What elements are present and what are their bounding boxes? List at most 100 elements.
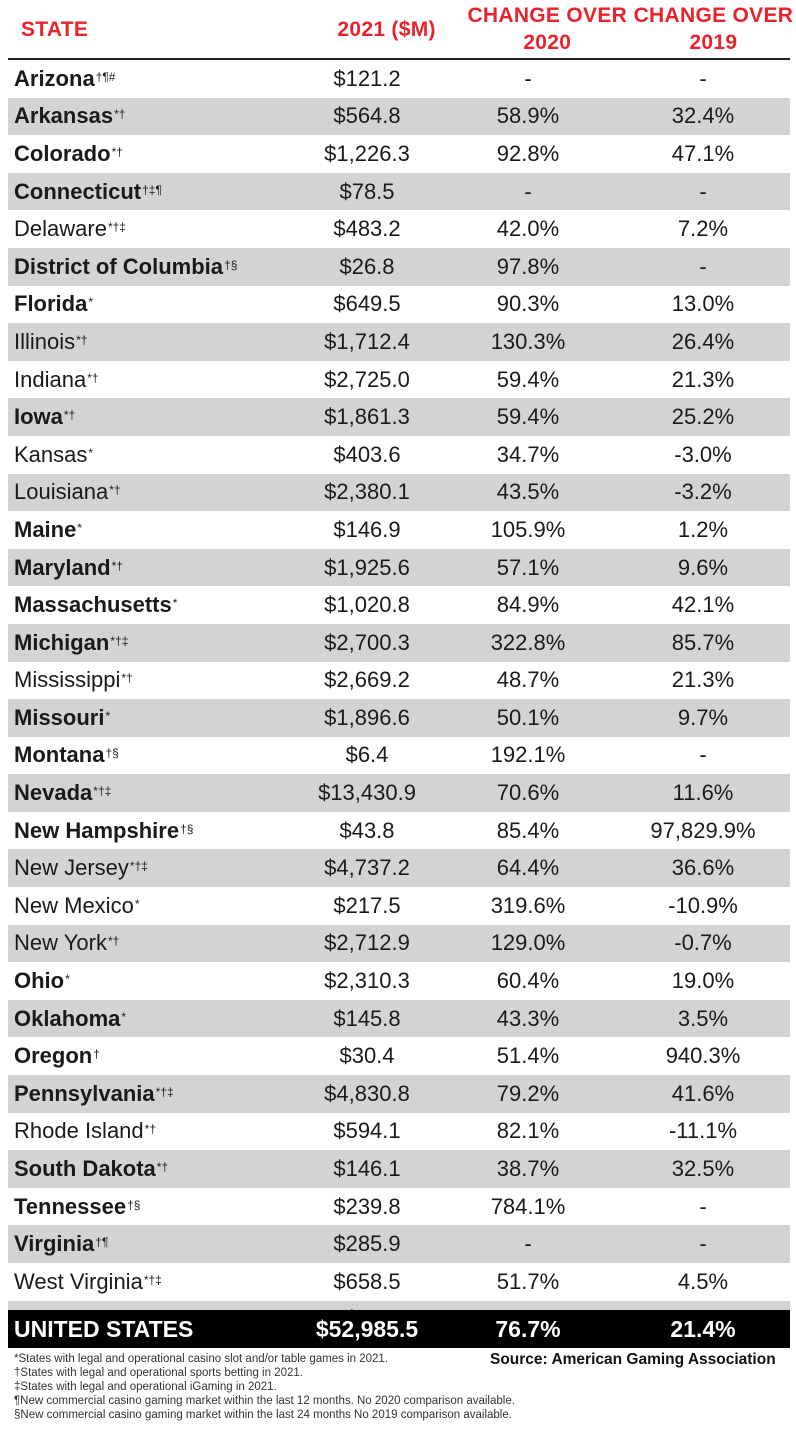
footnote-marks: * [88, 445, 94, 460]
change-over-2020: 129.0% [490, 930, 566, 956]
change-over-2019: 11.6% [672, 780, 734, 806]
footnote-marks: *†‡ [155, 1084, 174, 1099]
change-over-2019: 7.2% [677, 216, 729, 242]
footnote: ¶New commercial casino gaming market wit… [14, 1395, 515, 1407]
revenue-2021: $2,725.0 [324, 366, 410, 392]
state-name: New Jersey *†‡ [8, 855, 298, 881]
change-over-2020: 84.9% [496, 592, 560, 618]
state-label: Mississippi [14, 667, 121, 693]
change-over-2020: 90.3% [496, 291, 560, 317]
state-label: Montana [14, 742, 105, 768]
revenue-2021: $649.5 [333, 291, 401, 317]
change-over-2019: - [699, 1193, 707, 1219]
footnote-marks: * [172, 596, 178, 611]
state-label: Iowa [14, 404, 63, 430]
state-name: New Hampshire †§ [8, 818, 298, 844]
change-over-2019: -0.7% [674, 930, 732, 956]
table-body: Arizona †¶# $121.2- - Arkansas *† $564.8 58.9% 3… [8, 60, 790, 1339]
state-label: Virginia [14, 1231, 95, 1257]
footnote: †States with legal and operational sport… [14, 1367, 303, 1379]
change-over-2019: 21.3% [671, 667, 735, 693]
change-over-2020: - [524, 178, 532, 204]
revenue-2021: $1,925.6 [324, 554, 410, 580]
state-label: Nevada [14, 780, 93, 806]
table-row: Maine * $146.9 105.9% 1.2% [8, 511, 790, 549]
change-over-2020: - [524, 65, 532, 91]
state-name: Florida * [8, 291, 298, 317]
revenue-2021: $43.8 [339, 817, 395, 843]
change-over-2019: 36.6% [671, 855, 735, 881]
state-name: Kansas * [8, 442, 298, 468]
state-label: Delaware [14, 216, 107, 242]
state-label: Rhode Island [14, 1118, 144, 1144]
footnote-marks: †§ [127, 1197, 141, 1212]
state-name: Louisiana *† [8, 479, 298, 505]
state-name: Ohio * [8, 968, 298, 994]
change-over-2020: 105.9% [490, 516, 566, 542]
header-2021-value: 2021 ($M) [337, 17, 436, 41]
header-change-2020: CHANGE OVER 2020 [467, 4, 628, 54]
change-over-2020: 58.9% [496, 103, 560, 129]
change-over-2019: 32.5% [671, 1156, 735, 1182]
total-row: UNITED STATES $52,985.5 76.7% 21.4% [8, 1310, 790, 1348]
table-row: West Virginia *†‡ $658.5 51.7% 4.5% [8, 1263, 790, 1301]
footnote-marks: *† [109, 483, 121, 498]
revenue-2021: $78.5 [339, 178, 395, 204]
state-label: Oregon [14, 1043, 93, 1069]
change-over-2020: 38.7% [496, 1156, 560, 1182]
state-label: Michigan [14, 629, 110, 655]
state-name: Tennessee †§ [8, 1194, 298, 1220]
change-over-2020: 85.4% [496, 817, 560, 843]
revenue-2021: $30.4 [339, 1043, 395, 1069]
state-name: Rhode Island *† [8, 1118, 298, 1144]
state-label: New Mexico [14, 892, 134, 918]
state-label: Indiana [14, 366, 87, 392]
total-label: UNITED STATES [14, 1315, 194, 1342]
state-label: Kansas [14, 441, 88, 467]
table-row: Oklahoma * $145.8 43.3% 3.5% [8, 999, 790, 1038]
change-over-2020: 43.3% [496, 1005, 560, 1031]
change-over-2020: 57.1% [496, 554, 560, 580]
header-state: STATE [20, 17, 89, 41]
change-over-2019: 4.5% [677, 1268, 729, 1294]
state-name: Delaware *†‡ [8, 216, 298, 242]
revenue-2021: $2,669.2 [324, 667, 410, 693]
table-row: District of Columbia †§ $26.8 97.8% - [8, 247, 790, 286]
footnote-marks: † [93, 1047, 100, 1062]
change-over-2020: 60.4% [496, 968, 560, 994]
change-over-2020: 50.1% [496, 704, 560, 730]
footnote-marks: *†‡ [143, 1272, 162, 1287]
revenue-2021: $13,430.9 [318, 780, 416, 806]
change-over-2019: 1.2% [677, 516, 729, 542]
state-label: Pennsylvania [14, 1080, 155, 1106]
revenue-2021: $4,830.8 [324, 1080, 410, 1106]
state-label: New Hampshire [14, 817, 180, 843]
footnote-marks: †¶ [95, 1235, 109, 1250]
change-over-2020: 43.5% [496, 479, 560, 505]
change-over-2019: 26.4% [671, 328, 735, 354]
table-row: Delaware *†‡ $483.2 42.0% 7.2% [8, 210, 790, 248]
revenue-2021: $594.1 [333, 1118, 401, 1144]
state-name: Maine * [8, 517, 298, 543]
state-label: Colorado [14, 140, 111, 166]
table-row: Missouri * $1,896.6 50.1% 9.7% [8, 699, 790, 737]
change-over-2019: -3.0% [674, 441, 732, 467]
change-over-2020: 192.1% [490, 742, 566, 768]
header-change-2019: CHANGE OVER 2019 [633, 4, 794, 54]
table-row: Indiana *† $2,725.0 59.4% 21.3% [8, 361, 790, 399]
state-label: South Dakota [14, 1156, 156, 1182]
footnote-marks: †¶# [95, 69, 116, 84]
revenue-2021: $2,380.1 [324, 479, 410, 505]
footnote-marks: * [121, 1009, 127, 1024]
state-name: Michigan *†‡ [8, 630, 298, 656]
state-name: Iowa *† [8, 404, 298, 430]
change-over-2019: - [699, 178, 707, 204]
state-label: Arizona [14, 65, 95, 91]
state-name: Oklahoma * [8, 1006, 298, 1032]
table-row: New Hampshire †§ $43.8 85.4% 97,829.9% [8, 812, 790, 850]
change-over-2019: 42.1% [671, 592, 735, 618]
table-row: Tennessee †§ $239.8 784.1% - [8, 1188, 790, 1226]
state-label: Maryland [14, 554, 111, 580]
table-row: Oregon † $30.4 51.4% 940.3% [8, 1037, 790, 1075]
